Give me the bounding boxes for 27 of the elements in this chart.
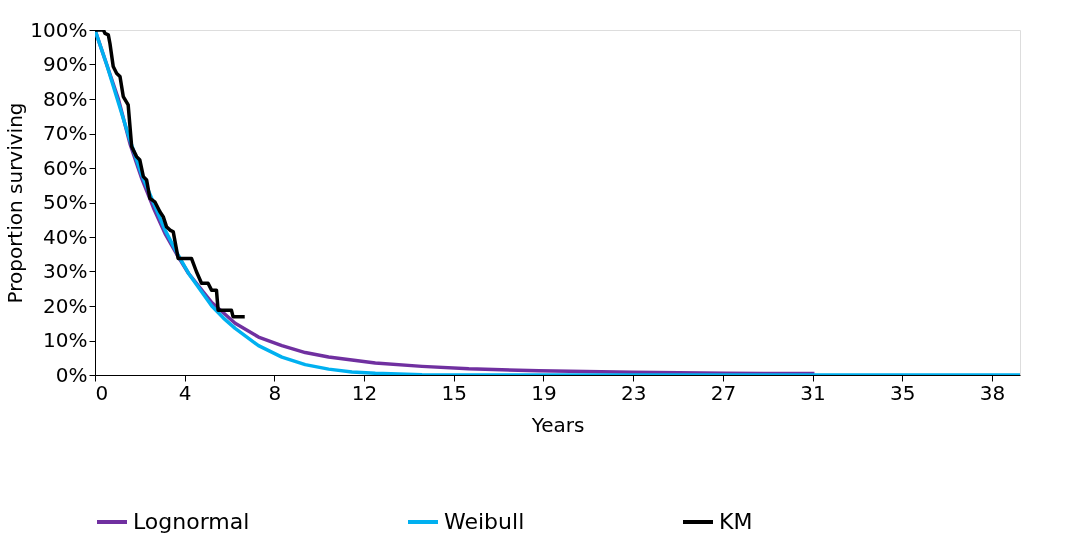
y-axis-title: Proportion surviving: [3, 102, 28, 304]
legend-label: Lognormal: [133, 509, 250, 534]
y-tick-label: 90%: [43, 52, 88, 76]
x-tick-label: 23: [620, 380, 647, 405]
y-tick-label: 20%: [43, 293, 88, 318]
x-axis-title: Years: [530, 412, 585, 437]
x-tick-label: 38: [979, 380, 1006, 405]
y-tick-label: 50%: [43, 190, 88, 214]
y-tick-label: 60%: [43, 155, 88, 180]
x-tick-label: 15: [441, 380, 468, 405]
x-tick-label: 12: [351, 380, 378, 405]
y-tick-label: 80%: [43, 86, 88, 111]
y-tick-label: 100%: [30, 17, 88, 42]
x-tick-label: 8: [268, 380, 282, 405]
y-tick-label: 0%: [55, 362, 88, 387]
x-tick-label: 31: [800, 380, 826, 405]
y-tick-label: 10%: [43, 328, 88, 352]
x-tick-label: 27: [710, 380, 737, 405]
x-tick-label: 4: [178, 380, 192, 405]
x-tick-label: 0: [95, 380, 109, 405]
legend-label: Weibull: [444, 509, 525, 534]
y-tick-label: 40%: [43, 224, 88, 249]
y-tick-label: 70%: [43, 121, 88, 145]
x-tick-label: 35: [890, 380, 916, 405]
x-tick-label: 19: [531, 380, 557, 405]
y-tick-label: 30%: [43, 259, 88, 283]
legend-label: KM: [719, 509, 753, 534]
